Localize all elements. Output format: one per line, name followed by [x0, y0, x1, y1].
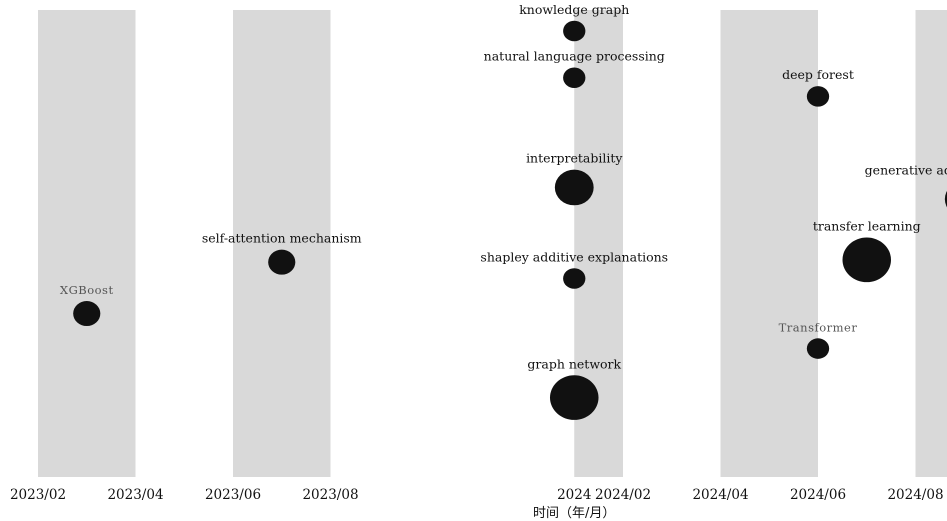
- x-tick-2024-04: 2024/04: [692, 487, 748, 503]
- label-graph-network: graph network: [527, 356, 621, 371]
- bubble-self-attention-mechanism: [268, 249, 296, 275]
- shaded-band-5: [915, 10, 947, 477]
- bubble-knowledge-graph: [563, 20, 586, 42]
- x-tick-2024: 2024: [557, 487, 591, 503]
- bubble-shapley-additive-explanations: [563, 268, 586, 289]
- x-tick-2023-08: 2023/08: [302, 487, 358, 503]
- bubble-interpretability: [554, 169, 594, 206]
- label-transformer: Transformer: [779, 320, 858, 334]
- shaded-band-1: [38, 10, 136, 477]
- shaded-band-2: [233, 10, 331, 477]
- x-tick-2024-06: 2024/06: [790, 487, 846, 503]
- label-deep-forest: deep forest: [782, 67, 854, 82]
- label-self-attention-mechanism: self-attention mechanism: [202, 231, 362, 246]
- x-tick-2024-02: 2024/02: [595, 487, 651, 503]
- bubble-deep-forest: [806, 86, 830, 107]
- label-xgboost: XGBoost: [60, 283, 114, 297]
- shaded-band-4: [720, 10, 818, 477]
- label-transfer-learning: transfer learning: [813, 219, 921, 234]
- label-natural-language-processing: natural language processing: [484, 48, 665, 63]
- x-tick-2023-02: 2023/02: [10, 487, 66, 503]
- bubble-graph-network: [550, 375, 599, 420]
- x-axis-title: 时间（年/月）: [533, 506, 615, 521]
- label-knowledge-graph: knowledge graph: [519, 2, 629, 17]
- x-tick-2024-08: 2024/08: [887, 487, 943, 503]
- bubble-xgboost: [73, 301, 101, 327]
- x-tick-2023-06: 2023/06: [205, 487, 261, 503]
- bubble-transfer-learning: [842, 237, 891, 283]
- bubble-transformer: [806, 338, 830, 359]
- x-tick-2023-04: 2023/04: [107, 487, 163, 503]
- label-shapley-additive-explanations: shapley additive explanations: [480, 249, 668, 264]
- shaded-bands: [38, 10, 947, 477]
- bubbles: [73, 20, 947, 420]
- bubble-generative-adversarial-network: [944, 190, 947, 208]
- bubble-labels: XGBoost self-attention mechanism knowledge…: [60, 2, 947, 372]
- label-generative-adversarial-network: generative adversarial network: [865, 162, 947, 177]
- x-axis-ticks: 2023/02 2023/04 2023/06 2023/08 2024 2024/02 2…: [10, 487, 944, 503]
- bubble-natural-language-processing: [563, 67, 586, 88]
- label-interpretability: interpretability: [526, 151, 623, 166]
